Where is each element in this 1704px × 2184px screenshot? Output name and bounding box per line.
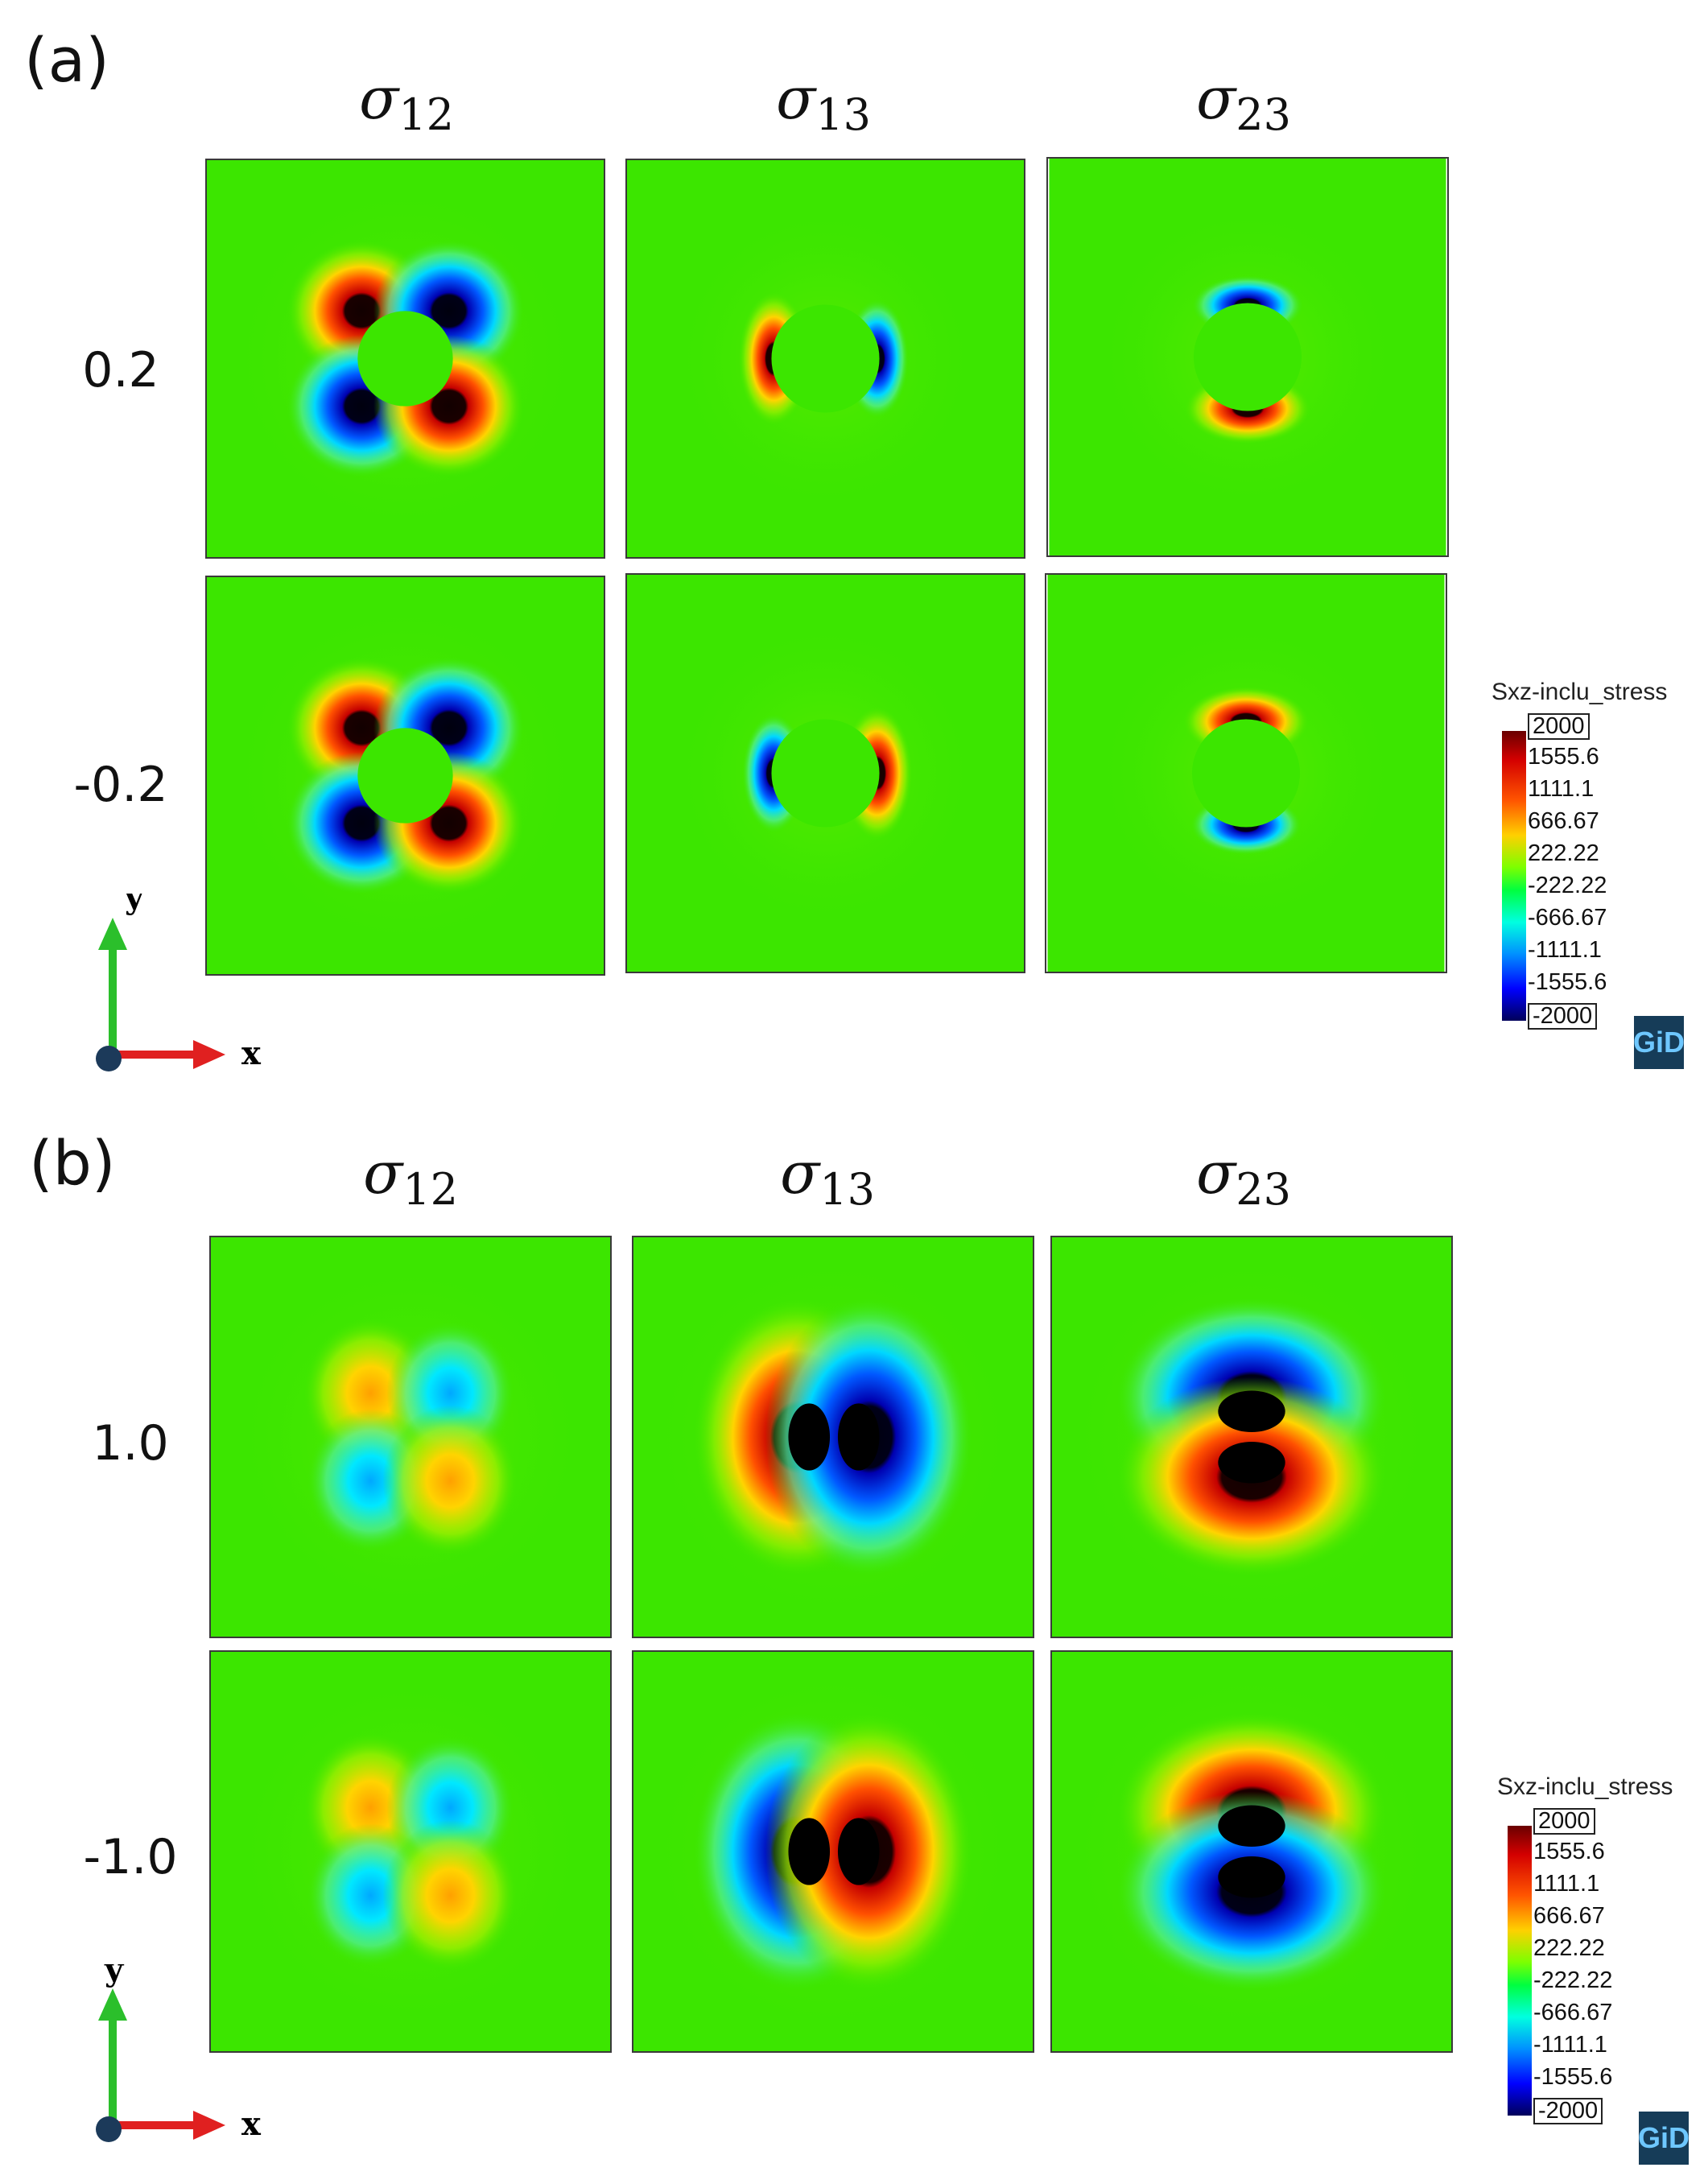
panel_b-tick-label: -2000 <box>1533 2098 1603 2124</box>
panel-a-map-sigma23-neg0.2 <box>1045 573 1447 973</box>
panel-a-map-sigma23-0.2 <box>1046 157 1449 557</box>
panel_a-tick-label: 2000 <box>1528 713 1590 740</box>
panel-a-column-header-sigma23: σ23 <box>1196 64 1291 140</box>
panel_a-tick-label: 1555.6 <box>1528 744 1599 770</box>
panel-a-map-sigma12-0.2 <box>205 159 605 559</box>
panel-b-column-header-sigma13: σ13 <box>780 1139 875 1215</box>
panel_b-tick-label: 2000 <box>1533 1808 1595 1835</box>
panel_a-tick-label: -2000 <box>1528 1003 1598 1030</box>
panel_a-tick-label: -1555.6 <box>1528 969 1607 995</box>
panel_a-tick-label: 1111.1 <box>1528 776 1595 802</box>
panel-a-axis-triad: y x <box>96 894 262 1072</box>
panel_a-tick-label: 222.22 <box>1528 840 1599 866</box>
panel_a-tick-label: -666.67 <box>1528 905 1607 931</box>
panel-a-column-header-sigma13: σ13 <box>776 64 871 140</box>
panel-b-label: (b) <box>29 1127 116 1199</box>
panel_a-tick-label: 666.67 <box>1528 808 1599 834</box>
panel-a-label: (a) <box>24 24 109 96</box>
panel-a-gid-logo: GiD <box>1633 1016 1685 1069</box>
panel-a-map-sigma12-neg0.2 <box>205 576 605 976</box>
panel-b-map-sigma23-neg1.0 <box>1050 1650 1453 2053</box>
panel_b-tick-label: -1111.1 <box>1533 2032 1607 2058</box>
panel-a-axis-x-label: x <box>241 1034 262 1072</box>
panel-a-colorbar <box>1502 731 1526 1021</box>
panel-b-axis-triad: y x <box>96 1964 262 2143</box>
panel_a-tick-label: -222.22 <box>1528 873 1607 898</box>
panel-a-map-sigma13-0.2 <box>625 159 1025 559</box>
panel-b-row-label-2: -1.0 <box>83 1829 178 1885</box>
panel-b-map-sigma12-1.0 <box>209 1236 612 1638</box>
panel-b-axis-y-label: y <box>104 1964 125 1988</box>
panel-a-row-label-1: 0.2 <box>82 342 159 398</box>
panel-b-map-sigma23-1.0 <box>1050 1236 1453 1638</box>
panel-b-map-sigma13-1.0 <box>632 1236 1034 1638</box>
panel-a-row-label-2: -0.2 <box>73 757 168 813</box>
panel_b-tick-label: -666.67 <box>1533 2000 1613 2025</box>
panel-b-axis-x-label: x <box>241 2105 262 2143</box>
panel_a-tick-label: -1111.1 <box>1528 937 1602 963</box>
panel-b-legend-title: Sxz-inclu_stress <box>1497 1773 1673 1800</box>
panel_b-tick-label: 1111.1 <box>1533 1871 1600 1897</box>
panel-b-gid-logo: GiD <box>1638 2112 1690 2165</box>
panel-b-row-label-1: 1.0 <box>92 1415 169 1472</box>
panel-b-column-header-sigma12: σ12 <box>363 1139 458 1215</box>
panel_b-tick-label: 666.67 <box>1533 1903 1605 1929</box>
panel_b-tick-label: 1555.6 <box>1533 1839 1605 1864</box>
panel_b-tick-label: -222.22 <box>1533 1967 1613 1993</box>
panel-a-legend-title: Sxz-inclu_stress <box>1492 679 1668 705</box>
panel-a-column-header-sigma12: σ12 <box>359 64 454 140</box>
panel-a-map-sigma13-neg0.2 <box>625 573 1025 973</box>
panel-a-axis-y-label: y <box>124 894 145 916</box>
panel-b-map-sigma13-neg1.0 <box>632 1650 1034 2053</box>
panel_b-tick-label: -1555.6 <box>1533 2064 1613 2090</box>
panel-b-map-sigma12-neg1.0 <box>209 1650 612 2053</box>
panel-b-column-header-sigma23: σ23 <box>1196 1139 1291 1215</box>
panel-b-colorbar <box>1508 1826 1532 2116</box>
panel_b-tick-label: 222.22 <box>1533 1935 1605 1961</box>
